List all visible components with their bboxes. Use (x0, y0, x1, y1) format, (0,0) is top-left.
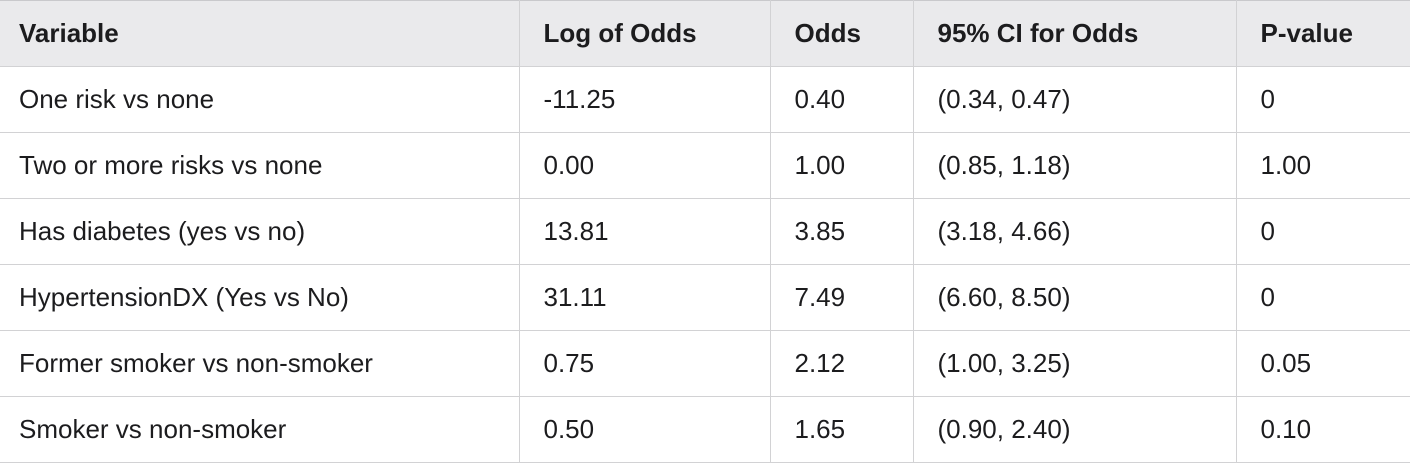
cell-odds: 1.65 (769, 396, 914, 463)
cell-log-of-odds: -11.25 (518, 66, 771, 133)
cell-variable: Two or more risks vs none (0, 132, 520, 199)
cell-odds: 3.85 (769, 198, 914, 265)
table-row: Former smoker vs non-smoker 0.75 2.12 (1… (0, 330, 1410, 397)
table-row: Has diabetes (yes vs no) 13.81 3.85 (3.1… (0, 198, 1410, 265)
table-row: One risk vs none -11.25 0.40 (0.34, 0.47… (0, 66, 1410, 133)
cell-p-value: 0.05 (1235, 330, 1410, 397)
cell-ci: (6.60, 8.50) (912, 264, 1237, 331)
cell-log-of-odds: 13.81 (518, 198, 771, 265)
table-row: Smoker vs non-smoker 0.50 1.65 (0.90, 2.… (0, 396, 1410, 463)
cell-ci: (0.90, 2.40) (912, 396, 1237, 463)
cell-variable: One risk vs none (0, 66, 520, 133)
header-p-value: P-value (1235, 0, 1410, 67)
cell-p-value: 0.10 (1235, 396, 1410, 463)
cell-ci: (1.00, 3.25) (912, 330, 1237, 397)
table-body: One risk vs none -11.25 0.40 (0.34, 0.47… (0, 66, 1410, 463)
cell-p-value: 0 (1235, 198, 1410, 265)
table-row: HypertensionDX (Yes vs No) 31.11 7.49 (6… (0, 264, 1410, 331)
header-ci: 95% CI for Odds (912, 0, 1237, 67)
cell-log-of-odds: 0.00 (518, 132, 771, 199)
cell-odds: 1.00 (769, 132, 914, 199)
cell-odds: 2.12 (769, 330, 914, 397)
cell-log-of-odds: 0.75 (518, 330, 771, 397)
header-row: Variable Log of Odds Odds 95% CI for Odd… (0, 0, 1410, 67)
cell-odds: 0.40 (769, 66, 914, 133)
cell-log-of-odds: 0.50 (518, 396, 771, 463)
cell-ci: (3.18, 4.66) (912, 198, 1237, 265)
cell-log-of-odds: 31.11 (518, 264, 771, 331)
header-log-of-odds: Log of Odds (518, 0, 771, 67)
cell-p-value: 0 (1235, 264, 1410, 331)
cell-variable: Former smoker vs non-smoker (0, 330, 520, 397)
cell-odds: 7.49 (769, 264, 914, 331)
cell-p-value: 1.00 (1235, 132, 1410, 199)
header-variable: Variable (0, 0, 520, 67)
cell-p-value: 0 (1235, 66, 1410, 133)
cell-ci: (0.85, 1.18) (912, 132, 1237, 199)
cell-variable: Has diabetes (yes vs no) (0, 198, 520, 265)
table-row: Two or more risks vs none 0.00 1.00 (0.8… (0, 132, 1410, 199)
table-header: Variable Log of Odds Odds 95% CI for Odd… (0, 0, 1410, 67)
cell-variable: HypertensionDX (Yes vs No) (0, 264, 520, 331)
cell-ci: (0.34, 0.47) (912, 66, 1237, 133)
cell-variable: Smoker vs non-smoker (0, 396, 520, 463)
header-odds: Odds (769, 0, 914, 67)
